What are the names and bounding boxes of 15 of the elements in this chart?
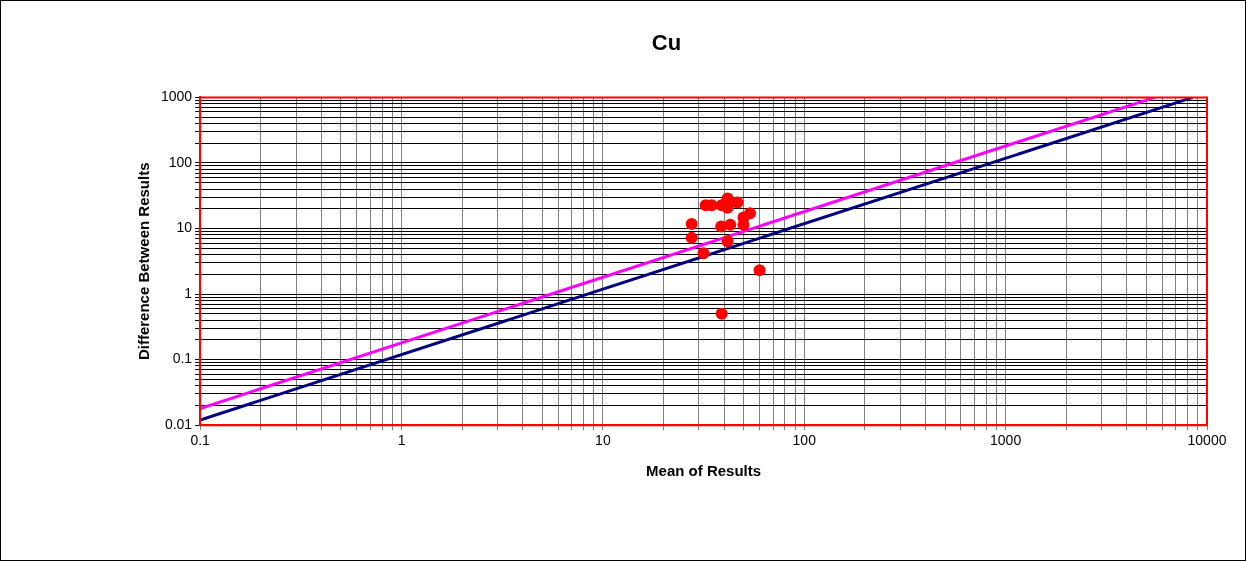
y-tick-label: 10 [176,219,193,236]
x-tick-label: 10000 [1187,432,1227,449]
x-axis-title: Mean of Results [646,462,762,480]
y-tick-label: 1 [184,284,193,301]
x-tick-label: 1 [397,432,406,449]
x-tick-label: 1000 [990,432,1022,449]
y-tick-label: 0.01 [164,416,193,433]
y-axis-title: Difference Between Results [135,162,153,361]
chart-title: Cu [651,30,682,56]
x-tick-label: 100 [792,432,817,449]
y-tick-label: 0.1 [172,350,193,367]
y-tick-label: 100 [168,153,193,170]
y-tick-label: 1000 [160,88,193,105]
x-tick-label: 0.1 [190,432,211,449]
x-tick-label: 10 [595,432,611,449]
